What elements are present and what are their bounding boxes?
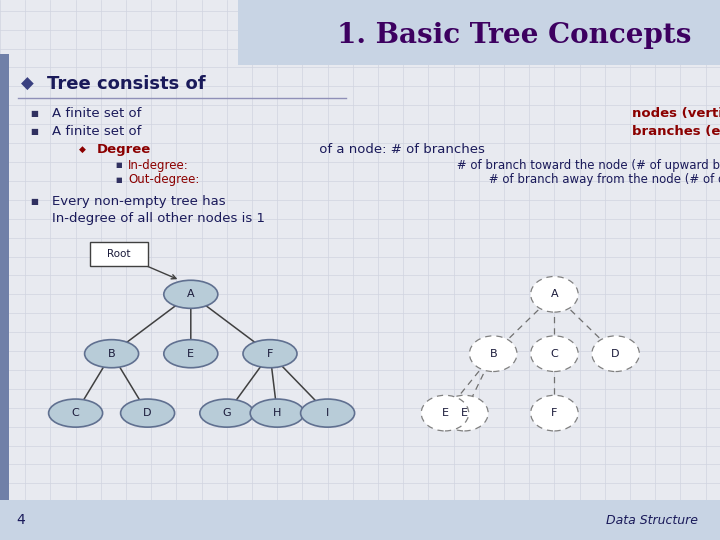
Text: Out-degree:: Out-degree: — [128, 173, 199, 186]
Ellipse shape — [48, 399, 102, 427]
Circle shape — [441, 395, 488, 431]
Text: Tree consists of: Tree consists of — [47, 75, 205, 93]
Text: ■: ■ — [31, 109, 38, 118]
Text: ■: ■ — [115, 162, 122, 168]
Circle shape — [531, 395, 578, 431]
Ellipse shape — [121, 399, 174, 427]
Text: F: F — [552, 408, 557, 418]
Ellipse shape — [85, 340, 138, 368]
Text: A finite set of: A finite set of — [52, 125, 145, 138]
Text: E: E — [461, 408, 468, 418]
Circle shape — [592, 336, 639, 372]
Text: 1. Basic Tree Concepts: 1. Basic Tree Concepts — [337, 22, 691, 49]
Text: H: H — [273, 408, 282, 418]
Ellipse shape — [164, 340, 218, 368]
Text: B: B — [490, 349, 497, 359]
Text: branches (edges, arcs): branches (edges, arcs) — [632, 125, 720, 138]
Text: A finite set of: A finite set of — [52, 107, 145, 120]
Bar — [0, 500, 720, 540]
Text: # of branch away from the node (# of downward branch): # of branch away from the node (# of dow… — [485, 173, 720, 186]
Ellipse shape — [243, 340, 297, 368]
Text: B: B — [108, 349, 115, 359]
Text: ■: ■ — [31, 197, 38, 206]
Text: F: F — [267, 349, 273, 359]
Bar — [0, 54, 9, 500]
Text: ■: ■ — [115, 177, 122, 183]
Text: G: G — [222, 408, 231, 418]
Circle shape — [531, 276, 578, 312]
Circle shape — [469, 336, 517, 372]
Text: A: A — [187, 289, 194, 299]
Text: D: D — [143, 408, 152, 418]
Ellipse shape — [301, 399, 355, 427]
Text: 4: 4 — [16, 513, 24, 527]
Text: I: I — [326, 408, 329, 418]
Text: E: E — [187, 349, 194, 359]
FancyBboxPatch shape — [89, 242, 148, 266]
Text: nodes (vertices): nodes (vertices) — [632, 107, 720, 120]
Text: E: E — [441, 408, 449, 418]
Ellipse shape — [164, 280, 218, 308]
Text: D: D — [611, 349, 620, 359]
Text: C: C — [551, 349, 558, 359]
Bar — [238, 0, 720, 65]
Text: Every non-empty tree has: Every non-empty tree has — [52, 195, 230, 208]
Text: Degree: Degree — [97, 143, 151, 156]
Text: ■: ■ — [31, 127, 38, 136]
Text: Root: Root — [107, 249, 130, 259]
Ellipse shape — [251, 399, 304, 427]
Text: ◆: ◆ — [21, 75, 34, 93]
Text: A: A — [551, 289, 558, 299]
Text: C: C — [72, 408, 79, 418]
Text: ◆: ◆ — [79, 145, 86, 153]
Text: of a node: # of branches: of a node: # of branches — [315, 143, 485, 156]
Text: Data Structure: Data Structure — [606, 514, 698, 526]
Text: In-degree:: In-degree: — [128, 159, 189, 172]
Ellipse shape — [200, 399, 254, 427]
Circle shape — [531, 336, 578, 372]
Text: In-degree of all other nodes is 1: In-degree of all other nodes is 1 — [52, 212, 265, 225]
Circle shape — [421, 395, 469, 431]
Text: # of branch toward the node (# of upward branch): # of branch toward the node (# of upward… — [453, 159, 720, 172]
